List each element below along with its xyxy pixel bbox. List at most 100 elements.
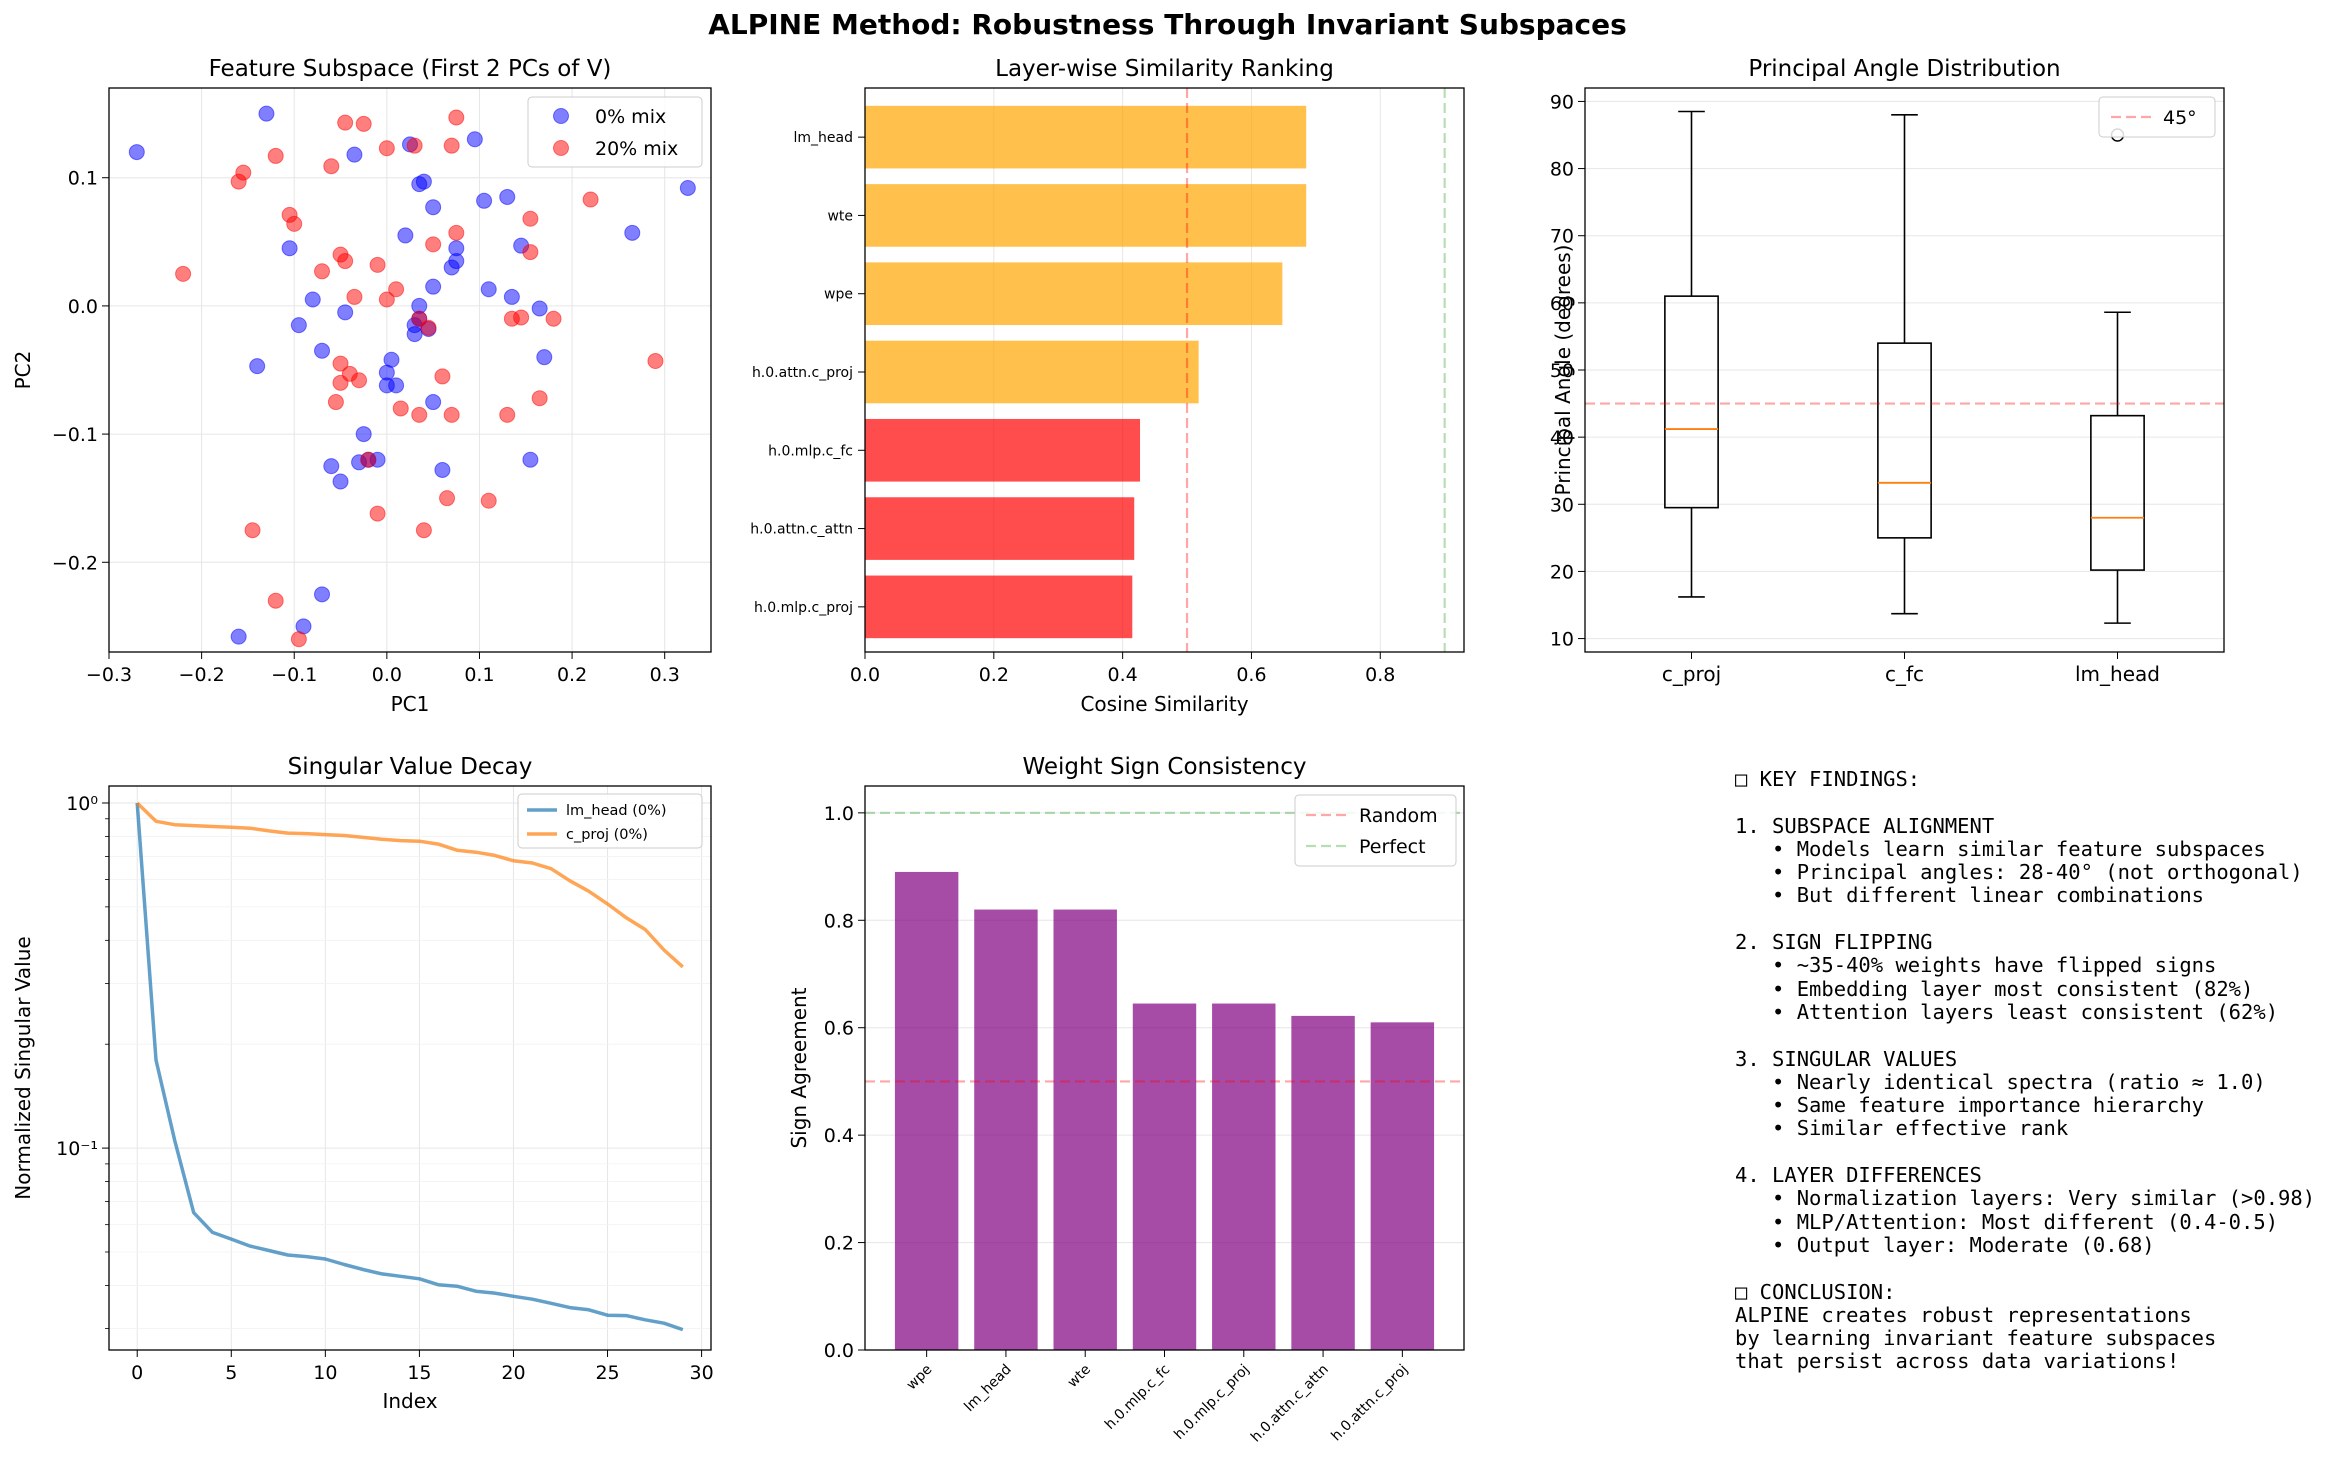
scatter-point <box>360 451 377 468</box>
scatter-point <box>406 326 423 343</box>
scatter-point <box>258 105 275 122</box>
y-tick-label: 90 <box>1550 91 1574 113</box>
scatter-point <box>323 158 340 175</box>
findings-line <box>1735 1141 2315 1164</box>
y-tick-label: lm_head <box>794 130 853 146</box>
scatter-point <box>425 199 442 216</box>
findings-line: 2. SIGN FLIPPING <box>1735 930 1933 955</box>
findings-line: 3. SINGULAR VALUES <box>1735 1046 1958 1071</box>
scatter-point <box>411 406 428 423</box>
scatter-point <box>420 319 437 336</box>
legend-label: 45° <box>2163 107 2197 129</box>
scatter-point <box>434 461 451 478</box>
x-tick-label: lm_head <box>961 1362 1014 1415</box>
x-tick-label: wte <box>1065 1362 1094 1391</box>
scatter-point <box>175 265 192 282</box>
sign-consistency-bar-chart: 0.0 0.2 0.4 0.6 0.8 1.0 wpe lm_head wte h.0.mlp.c… <box>787 754 1465 1445</box>
bar <box>1370 1022 1435 1350</box>
scatter-point <box>582 191 599 208</box>
scatter-point <box>522 451 539 468</box>
scatter-point <box>327 394 344 411</box>
box <box>1877 342 1932 539</box>
y-tick-label: 10⁰ <box>66 793 98 815</box>
scatter-point <box>337 304 354 321</box>
legend-label: Random <box>1359 805 1438 827</box>
scatter-point <box>448 224 465 241</box>
scatter-point <box>503 288 520 305</box>
legend-box <box>527 96 703 168</box>
scatter-point <box>323 458 340 475</box>
x-tick-label: 0.8 <box>1365 664 1395 686</box>
plot-frame <box>1584 87 2225 653</box>
scatter-point <box>383 351 400 368</box>
x-tick-label: 20 <box>501 1362 525 1384</box>
findings-line: • MLP/Attention: Most different (0.4-0.5… <box>1735 1209 2279 1234</box>
bar <box>865 340 1199 404</box>
findings-line: • Output layer: Moderate (0.68) <box>1735 1232 2155 1257</box>
scatter-point <box>392 400 409 417</box>
bar <box>1212 1003 1276 1350</box>
scatter-point <box>351 372 368 389</box>
bar <box>865 105 1307 169</box>
scatter-point <box>448 240 465 257</box>
y-tick-label: −0.1 <box>52 424 98 446</box>
legend-label: 20% mix <box>595 138 678 160</box>
x-tick-label: 5 <box>225 1362 237 1384</box>
x-tick-label: 10 <box>313 1362 337 1384</box>
scatter-point <box>545 310 562 327</box>
x-tick-label: wpe <box>904 1362 936 1394</box>
findings-line: • Nearly identical spectra (ratio ≈ 1.0) <box>1735 1069 2266 1094</box>
scatter-point <box>443 406 460 423</box>
plot-frame <box>864 87 1465 653</box>
scatter-point <box>415 522 432 539</box>
scatter-point <box>378 291 395 308</box>
y-tick-label: h.0.mlp.c_fc <box>768 443 853 459</box>
bar <box>974 909 1038 1350</box>
scatter-point <box>480 492 497 509</box>
x-tick-label: 0.0 <box>850 664 880 686</box>
scatter-point <box>476 192 493 209</box>
legend-marker <box>553 108 569 124</box>
y-tick-label: 1.0 <box>824 803 854 825</box>
legend-box <box>517 793 703 849</box>
y-tick-label: 0.8 <box>824 910 854 932</box>
scatter-point <box>244 522 261 539</box>
scatter-point <box>499 188 516 205</box>
x-axis-label: PC1 <box>391 692 430 716</box>
scatter-point <box>249 358 266 375</box>
scatter-point <box>378 140 395 157</box>
bar <box>894 871 959 1350</box>
chart-legend: 0% mix 20% mix <box>527 96 703 168</box>
scatter-chart: −0.3 −0.2 −0.1 0.0 0.1 0.2 0.3 −0.2 −0.1 0.0 0.1 Fe… <box>11 56 712 716</box>
y-tick-label: 10 <box>1550 629 1574 651</box>
x-tick-label: h.0.attn.c_proj <box>1328 1362 1411 1445</box>
y-tick-label: h.0.mlp.c_proj <box>754 600 853 616</box>
findings-line <box>1735 1024 2315 1047</box>
findings-line <box>1735 791 2315 814</box>
x-tick-label: 0.6 <box>1236 664 1266 686</box>
legend-label: 0% mix <box>595 106 666 128</box>
bar <box>865 418 1141 482</box>
scatter-point <box>480 281 497 298</box>
legend-label: Perfect <box>1359 836 1426 858</box>
series-line <box>135 801 684 969</box>
chart-title: Feature Subspace (First 2 PCs of V) <box>209 56 612 82</box>
chart-title: Principal Angle Distribution <box>1748 56 2060 82</box>
bar <box>1291 1015 1355 1350</box>
bar <box>865 575 1133 639</box>
bar <box>1053 909 1117 1350</box>
findings-line: • Principal angles: 28-40° (not orthogon… <box>1735 860 2303 885</box>
scatter-point <box>355 426 372 443</box>
box <box>2090 414 2145 571</box>
x-tick-label: c_proj <box>1662 662 1721 686</box>
y-tick-label: 0.4 <box>824 1125 854 1147</box>
scatter-point <box>439 490 456 507</box>
scatter-point <box>290 317 307 334</box>
y-tick-label: −0.2 <box>52 552 98 574</box>
scatter-point <box>448 109 465 126</box>
chart-legend: 45° <box>2098 96 2216 138</box>
scatter-point <box>369 505 386 522</box>
findings-line: • Models learn similar feature subspaces <box>1735 836 2266 861</box>
scatter-point <box>314 263 331 280</box>
